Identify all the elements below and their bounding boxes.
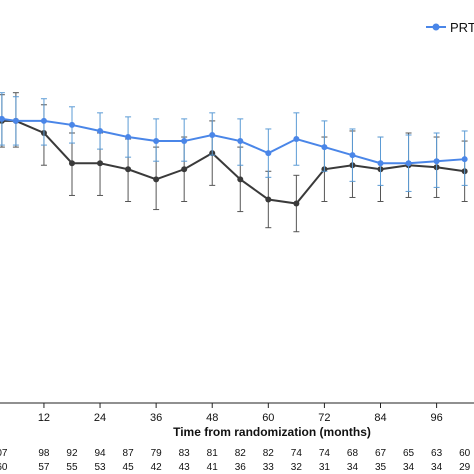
data-point <box>349 152 356 159</box>
x-tick-label: 96 <box>430 412 442 424</box>
risk-table-cell: 53 <box>94 462 106 473</box>
risk-table-cell: 45 <box>123 462 135 473</box>
risk-table-cell: 35 <box>375 462 387 473</box>
x-tick-label: 84 <box>374 412 386 424</box>
data-point <box>153 138 160 145</box>
data-point <box>377 160 384 167</box>
risk-table-cell: 60 <box>459 448 471 459</box>
risk-table-cell: 29 <box>459 462 471 473</box>
series-layer <box>0 92 468 233</box>
x-tick-label: 12 <box>38 412 50 424</box>
x-tick-label: 36 <box>150 412 162 424</box>
data-point <box>209 132 216 139</box>
risk-table-cell: 34 <box>347 462 359 473</box>
x-tick-label: 72 <box>318 412 330 424</box>
risk-table-cell: 67 <box>375 448 387 459</box>
series-comparator <box>0 92 468 233</box>
risk-table-cell: 87 <box>123 448 135 459</box>
data-point <box>293 136 300 143</box>
risk-table-cell: 41 <box>207 462 219 473</box>
series-line <box>1 119 465 205</box>
risk-table-cell: 68 <box>347 448 359 459</box>
data-point <box>40 117 47 124</box>
data-point <box>125 166 132 173</box>
x-tick-label: 60 <box>262 412 274 424</box>
x-tick-label: 24 <box>94 412 106 424</box>
data-point <box>265 150 272 157</box>
data-point <box>181 138 188 145</box>
data-point <box>461 156 468 163</box>
data-point <box>153 176 160 183</box>
data-point <box>97 160 104 167</box>
data-point <box>181 166 188 173</box>
risk-table-cell: 79 <box>151 448 163 459</box>
data-point <box>265 196 272 203</box>
risk-table-cell: 33 <box>263 462 275 473</box>
risk-table-cell: 94 <box>94 448 106 459</box>
legend-marker-prt <box>432 23 440 31</box>
risk-table-cell: 83 <box>179 448 191 459</box>
data-point <box>293 200 300 207</box>
risk-table-cell: 42 <box>151 462 163 473</box>
x-tick-label: 48 <box>206 412 218 424</box>
risk-table-cell: 36 <box>235 462 247 473</box>
risk-table-cell: 92 <box>66 448 78 459</box>
risk-table-cell: 81 <box>207 448 219 459</box>
risk-table-cell: 63 <box>431 448 443 459</box>
risk-table-cell: 43 <box>179 462 191 473</box>
data-point <box>433 158 440 165</box>
data-point <box>237 176 244 183</box>
data-point <box>68 121 75 128</box>
risk-table-cell: 34 <box>403 462 415 473</box>
data-point <box>68 160 75 167</box>
risk-table-cell: 65 <box>403 448 415 459</box>
risk-table-cell: 82 <box>263 448 275 459</box>
legend: PRT <box>426 20 474 35</box>
series-line <box>1 117 465 165</box>
data-point <box>405 160 412 167</box>
legend-label-prt: PRT <box>450 20 474 35</box>
x-axis: 12 24 36 48 60 72 84 96 <box>0 402 474 424</box>
data-point <box>12 117 19 124</box>
number-at-risk-table: 07 98 92 94 87 79 83 81 82 82 74 74 68 67 65 63 60 60 57 55… <box>0 448 471 473</box>
x-axis-label: Time from randomization (months) <box>173 425 371 439</box>
data-point <box>0 115 5 122</box>
data-point <box>321 144 328 151</box>
risk-table-cell: 74 <box>291 448 303 459</box>
risk-table-cell: 34 <box>431 462 443 473</box>
risk-table-cell: 82 <box>235 448 247 459</box>
risk-table-cell: 74 <box>319 448 331 459</box>
risk-table-cell: 98 <box>38 448 50 459</box>
risk-table-cell: 31 <box>319 462 331 473</box>
risk-table-cell: 32 <box>291 462 303 473</box>
risk-table-cell: 07 <box>0 448 8 459</box>
risk-table-cell: 60 <box>0 462 8 473</box>
risk-table-cell: 55 <box>66 462 78 473</box>
data-point <box>237 138 244 145</box>
series-prt <box>0 92 468 192</box>
risk-table-cell: 57 <box>38 462 50 473</box>
data-point <box>125 134 132 141</box>
data-point <box>97 127 104 134</box>
